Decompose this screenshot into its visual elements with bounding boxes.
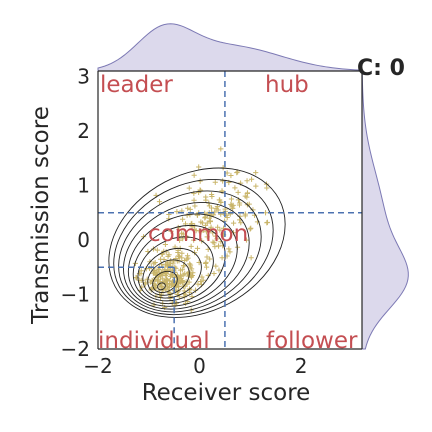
scatter-point xyxy=(192,173,197,178)
y-tick-label: −2 xyxy=(61,337,90,361)
y-tick-label: 2 xyxy=(77,119,90,143)
scatter-point xyxy=(244,178,249,183)
scatter-point xyxy=(248,226,253,231)
scatter-point xyxy=(232,185,237,190)
scatter-point xyxy=(187,185,192,190)
scatter-point xyxy=(155,248,160,253)
region-label-hub: hub xyxy=(265,72,309,98)
scatter-point xyxy=(198,279,203,284)
scatter-point xyxy=(185,253,190,258)
y-tick-labels: −2 −1 0 1 2 3 xyxy=(61,64,90,361)
scatter-point xyxy=(213,264,218,269)
scatter-point xyxy=(218,146,223,151)
threshold-lines xyxy=(98,71,362,349)
scatter-point xyxy=(213,180,218,185)
scatter-point xyxy=(227,249,232,254)
scatter-point xyxy=(179,251,184,256)
y-tick-label: 3 xyxy=(77,64,90,88)
y-tick-label: 1 xyxy=(77,173,90,197)
corner-label: C: 0 xyxy=(357,56,405,81)
scatter-point xyxy=(185,206,190,211)
scatter-point xyxy=(229,196,234,201)
scatter-point xyxy=(187,261,192,266)
right-marginal-curve xyxy=(362,71,408,349)
scatter-point xyxy=(196,164,201,169)
scatter-point xyxy=(204,265,209,270)
scatter-point xyxy=(185,213,190,218)
scatter-point xyxy=(265,220,270,225)
scatter-point xyxy=(202,215,207,220)
scatter-point xyxy=(219,255,224,260)
right-marginal-density xyxy=(362,71,408,349)
scatter-point xyxy=(253,170,258,175)
scatter-point xyxy=(203,261,208,266)
scatter-point xyxy=(211,271,216,276)
scatter-point xyxy=(191,198,196,203)
top-marginal-curve xyxy=(98,24,362,71)
scatter-point xyxy=(253,184,258,189)
scatter-point xyxy=(234,170,239,175)
scatter-point xyxy=(249,255,254,260)
region-label-common: common xyxy=(148,221,248,247)
scatter-point xyxy=(203,198,208,203)
region-label-leader: leader xyxy=(100,72,173,98)
x-axis-label: Receiver score xyxy=(142,380,311,406)
region-label-follower: follower xyxy=(266,328,358,354)
scatter-point xyxy=(198,179,203,184)
x-tick-label: 0 xyxy=(193,354,206,378)
y-axis-label: Transmission score xyxy=(28,106,54,325)
density-contour xyxy=(90,153,297,342)
scatter-point xyxy=(188,207,193,212)
scatter-point xyxy=(185,256,190,261)
scatter-point xyxy=(192,203,197,208)
scatter-point xyxy=(248,226,253,231)
scatter-point xyxy=(236,190,241,195)
x-tick-labels: −2 0 2 xyxy=(83,354,307,378)
scatter-point xyxy=(249,177,254,182)
y-tick-label: 0 xyxy=(77,228,90,252)
scatter-point xyxy=(226,246,231,251)
region-label-individual: individual xyxy=(98,328,210,354)
top-marginal-density xyxy=(98,24,362,71)
x-tick-label: 2 xyxy=(295,354,308,378)
scatter-point xyxy=(228,173,233,178)
y-tick-label: −1 xyxy=(61,282,90,306)
joint-plot: leader hub common individual follower xyxy=(83,71,362,354)
